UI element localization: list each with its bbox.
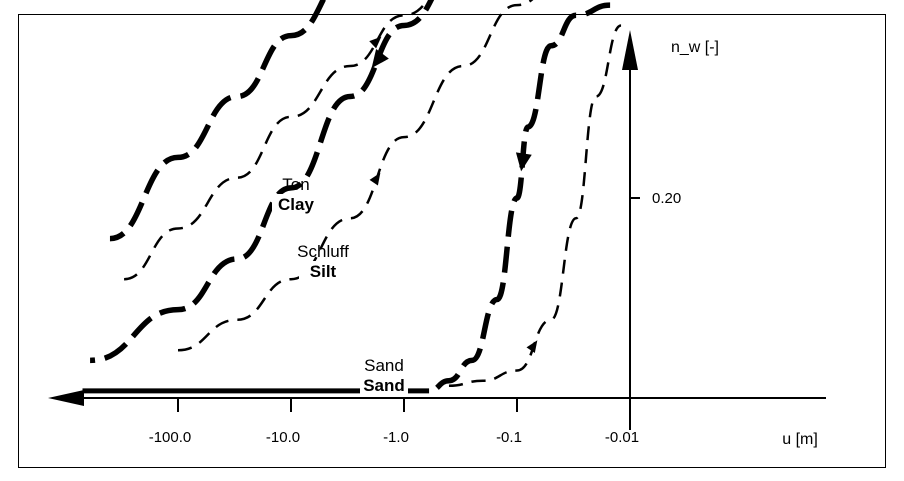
x-tick-label: -0.1: [496, 429, 522, 446]
series-group: [82, 0, 622, 394]
direction-arrow-sand-wetting: [526, 340, 538, 353]
curve-sand-drying: [428, 2, 611, 394]
series-label-bg-silt: [299, 261, 347, 281]
series-label-sand: Sand: [364, 356, 404, 375]
direction-arrow-silt-drying: [371, 48, 389, 69]
x-tick-label: -1.0: [383, 429, 409, 446]
series-label-bg-clay: [272, 194, 320, 214]
direction-arrow-sand-drying: [515, 152, 532, 172]
series-label-en-sand: Sand: [363, 376, 405, 395]
curve-silt-drying: [89, 0, 435, 364]
y-axis-arrow: [622, 30, 638, 70]
y-axis-title: n_w [-]: [671, 39, 719, 56]
x-tick-label: -10.0: [266, 429, 300, 446]
curve-clay-wetting: [123, 0, 429, 281]
x-tick-label: -0.01: [605, 429, 639, 446]
axes: -100.0-10.0-1.0-0.1-0.010.200.400.60n_w …: [48, 0, 826, 448]
chart-frame: [18, 14, 886, 468]
series-label-clay: Ton: [282, 175, 309, 194]
direction-arrow-silt-wetting: [369, 172, 381, 186]
y-tick-label: 0.40: [652, 0, 681, 4]
curve-clay-drying: [109, 0, 327, 242]
curve-sand-wetting: [448, 24, 622, 388]
series-label-silt: Schluff: [297, 242, 349, 261]
direction-arrow-clay-wetting: [369, 36, 382, 49]
series-label-bg-sand: [360, 375, 408, 395]
x-axis-title: u [m]: [782, 431, 818, 448]
x-axis-arrow: [48, 390, 84, 406]
curve-silt-wetting: [177, 0, 534, 352]
series-label-en-silt: Silt: [310, 262, 337, 281]
series-label-en-clay: Clay: [278, 195, 314, 214]
y-tick-label: 0.20: [652, 190, 681, 207]
x-tick-label: -100.0: [149, 429, 192, 446]
